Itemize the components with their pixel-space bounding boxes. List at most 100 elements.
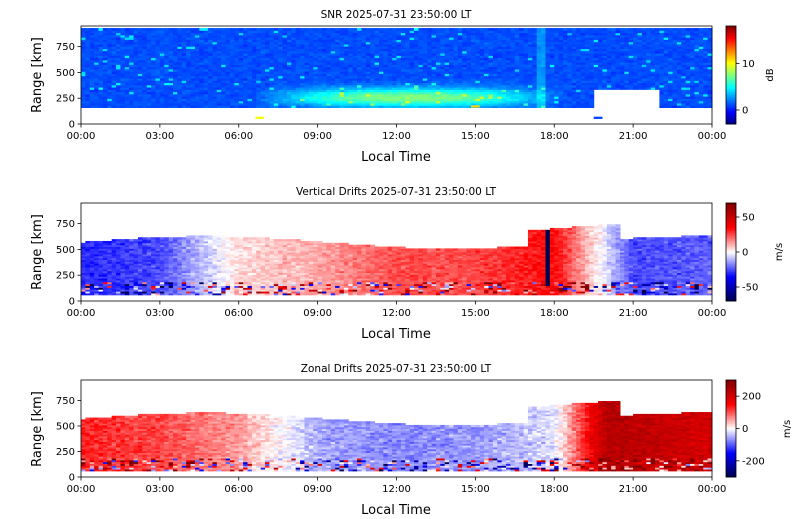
snr-cell	[146, 57, 152, 61]
snr-cell	[168, 62, 174, 65]
snr-cell	[137, 87, 143, 90]
snr-cell	[370, 64, 376, 68]
snr-cell	[203, 34, 209, 38]
snr-cell	[457, 87, 463, 90]
snr-cell	[265, 32, 270, 36]
snr-cell	[81, 102, 86, 106]
snr-cell	[243, 46, 249, 49]
snr-cell	[181, 48, 187, 52]
snr-cell	[265, 66, 270, 70]
snr-cell	[151, 41, 156, 45]
snr-cell	[282, 84, 288, 88]
snr-cell	[444, 93, 450, 97]
snr-cell	[221, 64, 227, 68]
snr-cell	[317, 37, 323, 40]
snr-cell	[440, 71, 446, 74]
snr-cell	[247, 43, 253, 47]
snr-cell	[431, 96, 437, 99]
snr-cell	[190, 96, 196, 99]
snr-cell	[330, 62, 336, 65]
snr-cell	[269, 57, 275, 61]
snr-cell	[313, 68, 319, 72]
snr-cell	[216, 87, 222, 90]
snr-cell	[243, 30, 249, 34]
snr-cell	[94, 55, 100, 59]
snr-cell	[317, 64, 323, 68]
snr-cell	[370, 46, 376, 49]
snr-cell	[146, 80, 152, 84]
snr-cell	[251, 102, 257, 106]
snr-cell	[506, 28, 511, 31]
snr-cell	[453, 80, 459, 84]
snr-cell	[173, 57, 178, 61]
snr-cell	[308, 57, 314, 61]
snr-cell	[234, 93, 240, 97]
snr-cell	[89, 41, 95, 45]
snr-cell	[462, 55, 468, 59]
snr-cell	[348, 41, 354, 45]
snr-cell	[405, 71, 411, 74]
snr-cell	[269, 100, 275, 104]
snr-cell	[111, 59, 117, 63]
snr-cell	[208, 32, 213, 36]
snr-cell	[146, 96, 152, 99]
snr-cell	[435, 66, 441, 70]
snr-cell	[120, 50, 126, 54]
snr-cell	[549, 28, 555, 31]
snr-cell	[251, 43, 257, 47]
snr-cell	[269, 48, 275, 52]
snr-cell	[527, 28, 533, 31]
snr-cell	[146, 48, 152, 52]
snr-cell	[199, 91, 205, 95]
snr-cell	[168, 57, 174, 61]
snr-cell	[238, 75, 244, 79]
snr-cell	[339, 98, 345, 102]
snr-cell	[387, 43, 393, 47]
snr-cell	[199, 73, 205, 77]
snr-cell	[181, 30, 187, 34]
snr-cell	[89, 73, 95, 77]
snr-cell	[335, 30, 341, 34]
snr-cell	[225, 68, 231, 72]
snr-cell	[260, 80, 266, 84]
snr-cell	[624, 28, 630, 31]
snr-cell	[352, 87, 358, 90]
snr-cell	[392, 82, 397, 86]
snr-cell	[146, 105, 152, 108]
snr-cell	[392, 68, 397, 72]
snr-cell	[168, 71, 174, 74]
snr-cell	[422, 43, 428, 47]
snr-cell	[194, 75, 200, 79]
snr-cell	[81, 89, 86, 93]
snr-cell	[269, 43, 275, 47]
snr-cell	[304, 91, 310, 95]
snr-cell	[431, 59, 437, 63]
snr-cell	[348, 34, 354, 38]
snr-cell	[225, 96, 231, 99]
snr-cell	[208, 46, 213, 49]
snr-cell	[186, 100, 192, 104]
snr-cell	[690, 28, 695, 31]
snr-cell	[335, 64, 341, 68]
snr-cell	[94, 98, 100, 102]
snr-cell	[111, 93, 117, 97]
snr-cell	[120, 84, 126, 88]
snr-cell	[536, 28, 542, 31]
snr-cell	[286, 93, 292, 97]
snr-cell	[326, 39, 332, 43]
snr-cell	[234, 80, 240, 84]
snr-cell	[194, 50, 200, 54]
snr-cell	[457, 105, 463, 108]
snr-cell	[440, 102, 446, 106]
snr-cell	[352, 41, 358, 45]
snr-cell	[370, 98, 376, 102]
y-tick-label: 750	[56, 42, 75, 53]
snr-cell	[343, 73, 349, 77]
snr-cell	[155, 71, 161, 74]
snr-cell	[177, 50, 183, 54]
snr-cell	[427, 80, 433, 84]
snr-cell	[194, 98, 200, 102]
snr-cell	[352, 71, 358, 74]
snr-cell	[94, 64, 100, 68]
snr-cell	[282, 71, 288, 74]
